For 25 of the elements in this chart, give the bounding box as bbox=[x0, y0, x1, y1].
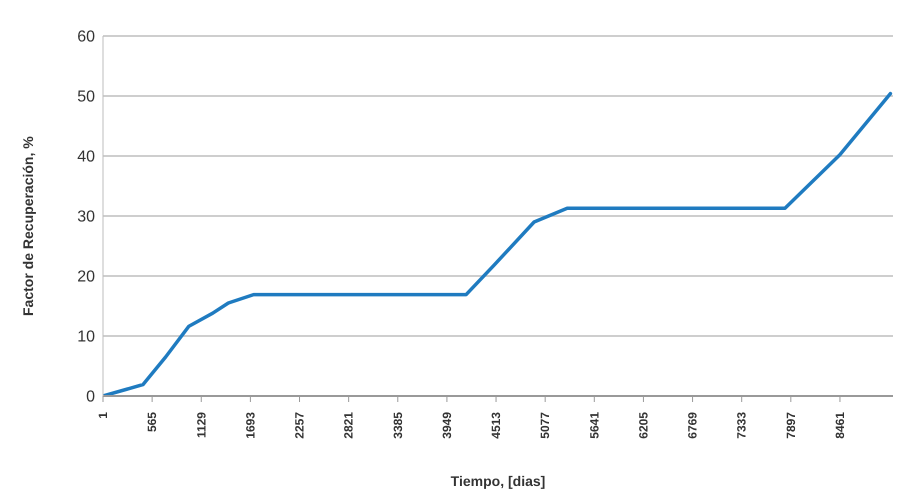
x-tick-label: 2257 bbox=[292, 412, 307, 439]
x-tick-label: 3385 bbox=[390, 412, 405, 439]
x-tick-label: 3949 bbox=[440, 412, 454, 439]
y-axis-title: Factor de Recuperación, % bbox=[20, 136, 36, 316]
y-tick-label: 30 bbox=[77, 208, 96, 226]
x-tick-label: 4513 bbox=[489, 412, 504, 439]
x-tick-label: 5077 bbox=[538, 412, 552, 439]
x-tick-label: 6205 bbox=[636, 412, 650, 439]
x-tick-label: 8461 bbox=[832, 412, 847, 439]
x-tick-label: 5641 bbox=[587, 412, 602, 439]
x-tick-label: 7333 bbox=[734, 412, 749, 439]
x-tick-label: 565 bbox=[145, 412, 160, 432]
y-tick-label: 0 bbox=[86, 388, 96, 406]
y-tick-label: 50 bbox=[77, 88, 96, 106]
x-tick-label: 7897 bbox=[784, 412, 798, 439]
x-axis-title: Tiempo, [dias] bbox=[450, 473, 546, 489]
x-tick-label: 1693 bbox=[243, 412, 258, 439]
x-tick-label: 2821 bbox=[342, 412, 356, 439]
y-tick-label: 20 bbox=[77, 268, 96, 286]
x-tick-label: 1 bbox=[96, 412, 110, 419]
y-tick-label: 10 bbox=[77, 328, 96, 346]
x-tick-label: 1129 bbox=[194, 412, 208, 438]
y-tick-label: 40 bbox=[77, 148, 96, 166]
x-tick-label: 6769 bbox=[686, 412, 700, 439]
y-tick-label: 60 bbox=[77, 28, 96, 46]
